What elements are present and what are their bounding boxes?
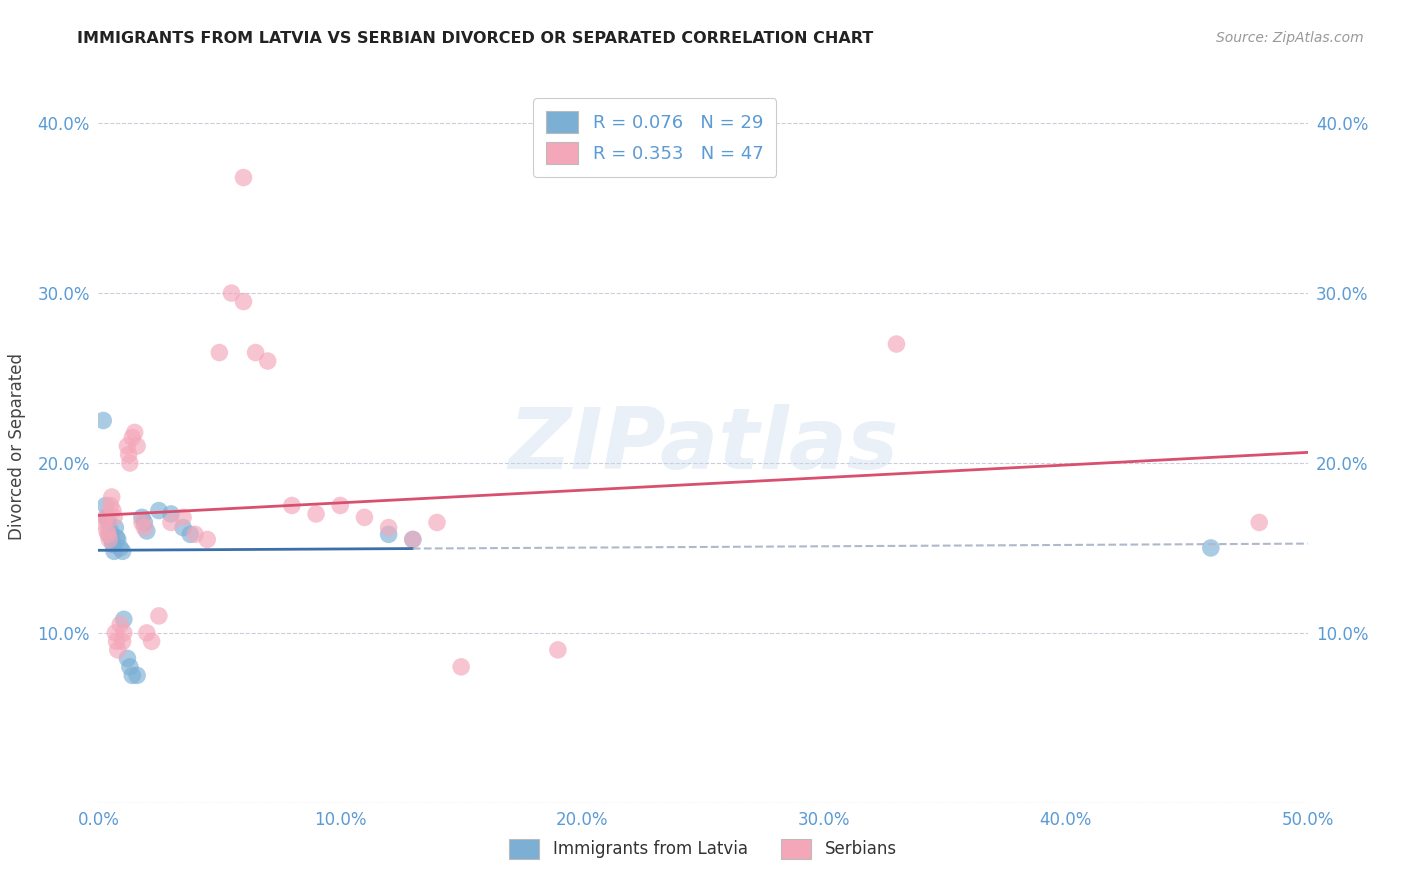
Point xyxy=(103,544,125,558)
Point xyxy=(118,448,141,462)
Point xyxy=(141,634,163,648)
Point xyxy=(94,499,117,513)
Point xyxy=(232,170,254,185)
Point xyxy=(131,510,153,524)
Point xyxy=(402,533,425,547)
Point xyxy=(1249,516,1271,530)
Text: IMMIGRANTS FROM LATVIA VS SERBIAN DIVORCED OR SEPARATED CORRELATION CHART: IMMIGRANTS FROM LATVIA VS SERBIAN DIVORC… xyxy=(77,31,873,46)
Point xyxy=(112,626,135,640)
Point xyxy=(547,643,569,657)
Point xyxy=(377,520,399,534)
Point xyxy=(117,439,139,453)
Point xyxy=(105,634,128,648)
Point xyxy=(329,499,352,513)
Point xyxy=(281,499,304,513)
Point xyxy=(98,533,121,547)
Point xyxy=(97,527,120,541)
Point xyxy=(96,524,118,538)
Point xyxy=(112,612,135,626)
Point xyxy=(94,510,117,524)
Point xyxy=(118,660,141,674)
Point xyxy=(135,626,157,640)
Point xyxy=(98,527,121,541)
Point xyxy=(91,516,114,530)
Point xyxy=(97,516,120,530)
Point xyxy=(148,608,170,623)
Point xyxy=(100,499,122,513)
Point xyxy=(111,634,134,648)
Point xyxy=(103,510,125,524)
Point xyxy=(121,668,143,682)
Point xyxy=(426,516,449,530)
Point xyxy=(127,439,149,453)
Point xyxy=(118,456,141,470)
Point xyxy=(256,354,278,368)
Legend: Immigrants from Latvia, Serbians: Immigrants from Latvia, Serbians xyxy=(503,832,903,866)
Point xyxy=(1199,541,1222,555)
Point xyxy=(91,413,114,427)
Text: ZIPatlas: ZIPatlas xyxy=(508,404,898,488)
Text: Source: ZipAtlas.com: Source: ZipAtlas.com xyxy=(1216,31,1364,45)
Point xyxy=(172,520,194,534)
Point xyxy=(107,533,129,547)
Point xyxy=(100,490,122,504)
Point xyxy=(131,516,153,530)
Point xyxy=(111,544,134,558)
Point xyxy=(886,337,908,351)
Point xyxy=(127,668,149,682)
Point xyxy=(100,524,122,538)
Point xyxy=(101,537,124,551)
Point xyxy=(107,643,129,657)
Point xyxy=(305,507,328,521)
Point xyxy=(208,345,231,359)
Point xyxy=(450,660,472,674)
Point xyxy=(160,507,183,521)
Point xyxy=(124,425,146,440)
Point xyxy=(179,527,201,541)
Point xyxy=(148,503,170,517)
Point xyxy=(135,524,157,538)
Point xyxy=(108,541,131,555)
Point xyxy=(117,651,139,665)
Point xyxy=(104,626,127,640)
Point xyxy=(184,527,207,541)
Point xyxy=(232,294,254,309)
Point xyxy=(121,430,143,444)
Point xyxy=(108,617,131,632)
Point xyxy=(104,520,127,534)
Point xyxy=(134,520,156,534)
Point xyxy=(402,533,425,547)
Point xyxy=(96,510,118,524)
Point xyxy=(377,527,399,541)
Point xyxy=(245,345,267,359)
Point xyxy=(100,533,122,547)
Point xyxy=(195,533,218,547)
Point xyxy=(134,516,156,530)
Point xyxy=(105,531,128,545)
Y-axis label: Divorced or Separated: Divorced or Separated xyxy=(8,352,27,540)
Point xyxy=(160,516,183,530)
Point xyxy=(221,286,243,301)
Point xyxy=(101,503,124,517)
Point xyxy=(353,510,375,524)
Point xyxy=(172,510,194,524)
